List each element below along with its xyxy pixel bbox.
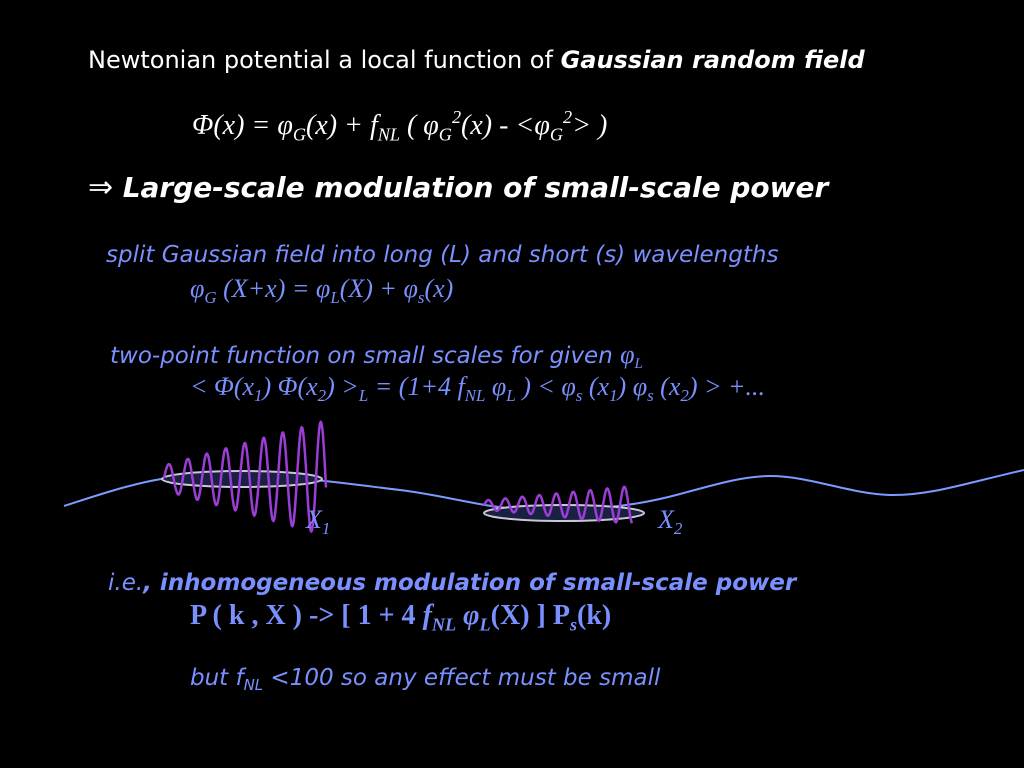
- intro-line: Newtonian potential a local function of …: [88, 46, 865, 74]
- eq4-NL: NL: [431, 614, 457, 635]
- label-X1: X1: [306, 505, 331, 538]
- eq2-phi: φ: [190, 274, 205, 303]
- eq1-phi2: φ: [423, 110, 439, 141]
- eq4-f: f: [422, 600, 432, 631]
- ie-comma: ,: [143, 570, 152, 596]
- eq3-t9: (x: [582, 372, 610, 401]
- ie-prefix: i.e.: [108, 570, 144, 596]
- eq1-phi: φ: [277, 110, 293, 141]
- eq3-L2: L: [506, 385, 516, 405]
- equation-potential: Φ(x) = φG(x) + fNL ( φG2(x) - <φG2> ): [192, 107, 608, 145]
- small-scale-wave-2: [482, 485, 634, 524]
- small-scale-wave-1: [162, 420, 328, 534]
- eq3-t2: (x: [233, 372, 255, 401]
- two-point-phi: φ: [620, 340, 635, 369]
- eq3-L: L: [358, 385, 369, 405]
- eq3-s1: s: [575, 385, 583, 405]
- eq4-t1: P ( k , X ) -> [ 1 + 4: [190, 600, 423, 631]
- eq3-t4: (x: [297, 372, 318, 401]
- eq3-one2: 1: [609, 385, 618, 405]
- eq4-t4: (k): [577, 600, 612, 631]
- intro-text: Newtonian potential a local function of: [88, 46, 561, 74]
- eq1-t5: > ): [572, 110, 608, 141]
- eq2-t2: (X) +: [339, 274, 404, 303]
- eq1-G3: G: [549, 124, 563, 145]
- eq3-phis2: φ: [632, 372, 648, 401]
- ie-text: inhomogeneous modulation of small-scale …: [151, 570, 797, 596]
- eq3-t3: ): [262, 372, 278, 401]
- eq2-G: G: [204, 287, 217, 307]
- label-X1-main: X: [306, 505, 322, 534]
- eq3-t11: (x: [653, 372, 681, 401]
- equation-split: φG (X+x) = φL(X) + φs(x): [190, 274, 454, 307]
- eq4-s: s: [569, 614, 578, 635]
- eq3-NL: NL: [464, 385, 486, 405]
- two-point-text: two-point function on small scales for g…: [110, 340, 643, 373]
- eq3-t12: ) > +...: [688, 372, 766, 401]
- implies-text: Large-scale modulation of small-scale po…: [122, 171, 829, 204]
- label-X2-sub: 2: [673, 518, 683, 538]
- eq2-s: s: [417, 287, 425, 307]
- eq1-t2: (x) +: [305, 110, 370, 141]
- footer-NL: NL: [243, 676, 264, 695]
- eq1-phi3: φ: [534, 110, 550, 141]
- two-point-label: two-point function on small scales for g…: [110, 343, 621, 369]
- ie-line: i.e., inhomogeneous modulation of small-…: [108, 570, 796, 596]
- eq3-phis1: φ: [561, 372, 576, 401]
- eq3-phiL: φ: [491, 372, 507, 401]
- footer-t1: but f: [190, 665, 244, 691]
- eq1-sq: 2: [451, 107, 462, 128]
- implies-arrow: ⇒: [88, 171, 114, 204]
- eq1-Phi: Φ: [192, 110, 214, 141]
- two-point-L: L: [634, 356, 643, 373]
- gaussian-random-field-emphasis: Gaussian random field: [560, 46, 865, 74]
- equation-power-spectrum: P ( k , X ) -> [ 1 + 4 fNL φL(X) ] Ps(k): [190, 600, 612, 635]
- eq1-NL: NL: [377, 124, 400, 145]
- eq2-L: L: [330, 287, 340, 307]
- label-X2-main: X: [658, 505, 674, 534]
- eq3-one: 1: [254, 385, 263, 405]
- eq1-sq2: 2: [562, 107, 573, 128]
- eq2-phiL: φ: [315, 274, 331, 303]
- eq4-phi: φ: [463, 600, 480, 631]
- label-X1-sub: 1: [321, 518, 331, 538]
- eq1-G: G: [292, 124, 306, 145]
- eq4-L: L: [479, 614, 491, 635]
- implies-heading: ⇒ Large-scale modulation of small-scale …: [88, 170, 828, 205]
- eq2-t1: (X+x) =: [216, 274, 316, 303]
- eq4-t3: (X) ] P: [490, 600, 570, 631]
- eq1-t1: (x) =: [213, 110, 278, 141]
- eq3-f: f: [457, 372, 465, 401]
- eq3-two: 2: [317, 385, 327, 405]
- eq1-t3: (: [399, 110, 424, 141]
- eq3-Phi1: Φ: [214, 372, 234, 401]
- eq3-Phi2: Φ: [277, 372, 298, 401]
- eq1-f: f: [369, 110, 378, 141]
- equation-two-point: < Φ(x1) Φ(x2) >L = (1+4 fNL φL ) < φs (x…: [190, 372, 766, 405]
- eq3-t10: ): [617, 372, 633, 401]
- eq3-t5: ) >: [326, 372, 359, 401]
- eq3-two2: 2: [680, 385, 689, 405]
- eq3-t1: <: [190, 372, 215, 401]
- eq1-G2: G: [438, 124, 452, 145]
- split-text: split Gaussian field into long (L) and s…: [106, 242, 779, 268]
- eq3-t6: = (1+4: [368, 372, 458, 401]
- footer-t2: <100 so any effect must be small: [263, 665, 661, 691]
- eq1-t4: (x) - <: [461, 110, 535, 141]
- eq3-t8: ) <: [515, 372, 562, 401]
- eq2-t3: (x): [424, 274, 454, 303]
- eq3-s2: s: [647, 385, 654, 405]
- region-ellipse-2: [483, 504, 645, 522]
- label-X2: X2: [658, 505, 683, 538]
- eq2-phis: φ: [403, 274, 418, 303]
- footer-note: but fNL <100 so any effect must be small: [190, 665, 661, 695]
